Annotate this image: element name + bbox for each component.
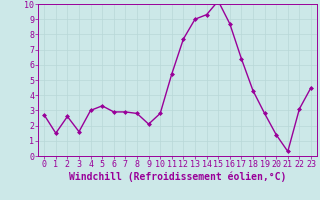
X-axis label: Windchill (Refroidissement éolien,°C): Windchill (Refroidissement éolien,°C)	[69, 172, 286, 182]
